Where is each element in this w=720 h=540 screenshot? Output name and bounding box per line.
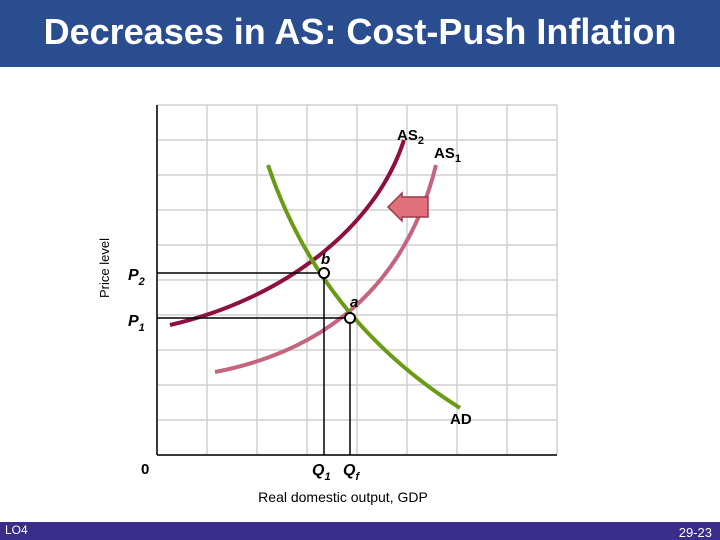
footer-bar: LO4 29-23 xyxy=(0,522,720,540)
footer-page-number: 29-23 xyxy=(678,525,712,540)
point-a-marker xyxy=(344,312,356,324)
footer-section-code: LO4 xyxy=(5,523,28,537)
q1-label: Q1 xyxy=(312,462,331,483)
origin-label: 0 xyxy=(141,461,149,478)
as2-curve xyxy=(169,139,406,327)
page-title: Decreases in AS: Cost-Push Inflation xyxy=(43,10,677,52)
point-b-marker xyxy=(318,267,330,279)
y-axis-title: Price level xyxy=(97,238,112,298)
qf-label: Qf xyxy=(343,462,360,483)
as1-label: AS1 xyxy=(434,145,461,165)
point-b-label: b xyxy=(321,251,330,268)
p1-label: P1 xyxy=(128,313,145,334)
p2-label: P2 xyxy=(128,267,145,288)
shift-arrow xyxy=(386,191,429,223)
as2-label: AS2 xyxy=(397,127,424,147)
ad-curve xyxy=(266,164,462,410)
grid xyxy=(156,104,558,456)
point-a-label: a xyxy=(350,294,358,311)
x-axis-title: Real domestic output, GDP xyxy=(258,489,428,505)
ad-label: AD xyxy=(450,411,472,428)
title-bar: Decreases in AS: Cost-Push Inflation xyxy=(0,0,720,67)
